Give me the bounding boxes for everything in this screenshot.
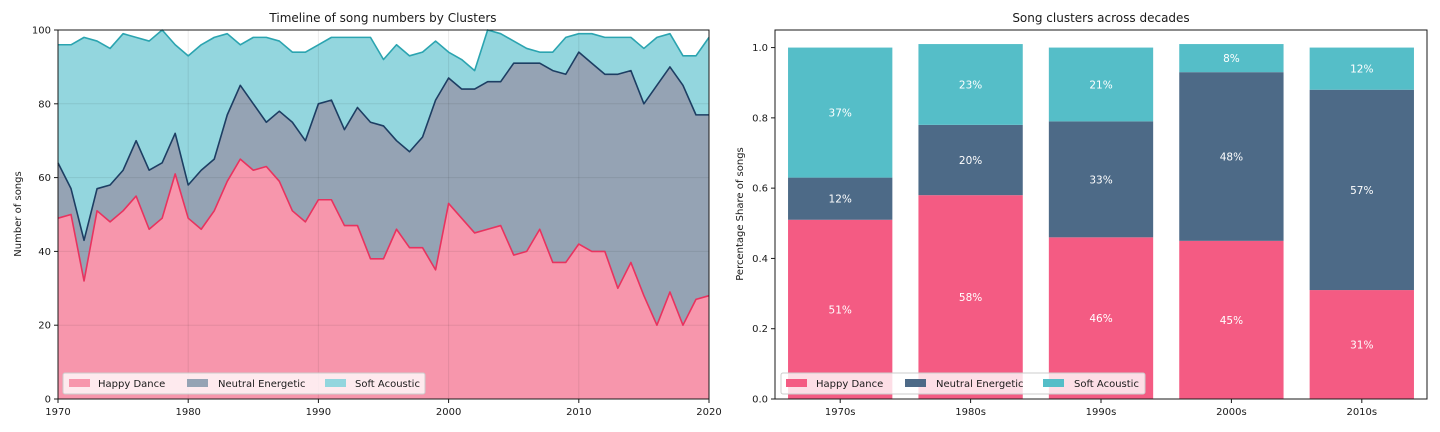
bar-label-neutral-1970s: 12% xyxy=(829,194,852,206)
line-soft xyxy=(58,29,710,72)
right-y-tick-label: 0.6 xyxy=(752,184,768,195)
bar-label-happy-1980s: 58% xyxy=(959,292,982,304)
bar-label-neutral-1990s: 33% xyxy=(1089,174,1112,186)
bar-soft-1990s xyxy=(1048,47,1154,122)
left-y-tick-label: 40 xyxy=(38,247,51,258)
bar-neutral-1990s xyxy=(1048,121,1154,238)
bar-label-happy-1990s: 46% xyxy=(1089,313,1112,325)
bar-label-happy-2000s: 45% xyxy=(1220,315,1243,327)
bar-soft-1980s xyxy=(918,44,1023,125)
bar-happy-2010s xyxy=(1309,290,1414,399)
right-legend-label-neutral: Neutral Energetic xyxy=(936,379,1024,390)
right-plot-area: 51% 12% 37% 58% 20% 23% 46% 33% 21% 45% 48% 8% 31% 57… xyxy=(788,44,1414,399)
bar-neutral-2000s xyxy=(1179,72,1284,241)
right-y-tick-label: 0.0 xyxy=(752,395,768,406)
right-legend-label-soft: Soft Acoustic xyxy=(1074,379,1139,390)
left-plot-area xyxy=(57,29,710,400)
bar-soft-2000s xyxy=(1179,44,1284,73)
right-legend: Happy Dance Neutral Energetic Soft Acous… xyxy=(780,372,1146,395)
right-legend-swatch-soft xyxy=(1043,379,1064,387)
bar-soft-2010s xyxy=(1309,47,1414,90)
bar-label-soft-2010s: 12% xyxy=(1350,64,1373,76)
left-x-tick-label: 2000 xyxy=(436,407,461,418)
left-x-axis: 1970 1980 1990 2000 2010 2020 xyxy=(45,399,722,418)
left-y-tick-label: 60 xyxy=(38,173,51,184)
left-plot-frame xyxy=(57,29,710,400)
right-x-tick-label: 1980s xyxy=(955,407,986,418)
left-legend-swatch-soft xyxy=(325,379,346,387)
bar-neutral-2010s xyxy=(1309,89,1414,291)
right-legend-label-happy: Happy Dance xyxy=(816,379,883,390)
right-legend-swatch-happy xyxy=(786,379,807,387)
left-x-tick-label: 1970 xyxy=(45,407,70,418)
right-x-axis: 1970s 1980s 1990s 2000s 2010s xyxy=(825,399,1377,418)
bar-label-neutral-2010s: 57% xyxy=(1350,185,1373,197)
bar-label-neutral-2000s: 48% xyxy=(1220,152,1243,164)
left-y-tick-label: 80 xyxy=(38,99,51,110)
bar-soft-1970s xyxy=(788,47,893,178)
left-legend-label-soft: Soft Acoustic xyxy=(355,379,420,390)
right-x-tick-label: 1990s xyxy=(1086,407,1117,418)
right-x-tick-label: 2000s xyxy=(1216,407,1247,418)
left-legend-label-neutral: Neutral Energetic xyxy=(218,379,306,390)
right-y-axis: 0.0 0.2 0.4 0.6 0.8 1.0 xyxy=(752,43,775,406)
decade-stacked-bar-chart: Song clusters across decades 51% 12% 37% 58… xyxy=(735,11,1428,418)
bar-label-neutral-1980s: 20% xyxy=(959,155,982,167)
right-y-tick-label: 0.8 xyxy=(752,113,768,124)
bar-label-happy-2010s: 31% xyxy=(1350,340,1373,352)
bar-neutral-1970s xyxy=(788,177,893,220)
right-legend-box xyxy=(780,372,1146,395)
bar-label-soft-1980s: 23% xyxy=(959,79,982,91)
left-y-axis: 0 20 40 60 80 100 xyxy=(32,26,58,406)
left-y-tick-label: 100 xyxy=(32,26,51,37)
left-legend: Happy Dance Neutral Energetic Soft Acous… xyxy=(62,372,426,395)
right-chart-title: Song clusters across decades xyxy=(1012,11,1189,25)
left-legend-label-happy: Happy Dance xyxy=(98,379,165,390)
bar-neutral-1980s xyxy=(918,124,1023,196)
right-x-tick-label: 1970s xyxy=(825,407,856,418)
line-neutral xyxy=(57,51,709,242)
right-y-axis-label: Percentage Share of songs xyxy=(735,147,746,281)
left-y-tick-label: 0 xyxy=(45,395,51,406)
left-y-tick-label: 20 xyxy=(38,321,51,332)
left-legend-box xyxy=(62,372,426,395)
bar-happy-1990s xyxy=(1048,237,1154,399)
bar-label-soft-1970s: 37% xyxy=(829,108,852,120)
right-x-tick-label: 2010s xyxy=(1346,407,1377,418)
right-y-tick-label: 1.0 xyxy=(752,43,768,54)
right-legend-swatch-neutral xyxy=(905,379,926,387)
right-y-tick-label: 0.4 xyxy=(752,254,768,265)
left-legend-swatch-happy xyxy=(69,379,90,387)
left-x-tick-label: 2020 xyxy=(696,407,721,418)
area-happy xyxy=(58,159,709,399)
bar-label-soft-1990s: 21% xyxy=(1089,79,1112,91)
left-x-tick-label: 1990 xyxy=(306,407,331,418)
bar-happy-1980s xyxy=(918,195,1023,399)
bar-happy-2000s xyxy=(1179,240,1284,399)
left-x-tick-label: 2010 xyxy=(566,407,591,418)
timeline-area-chart: Timeline of song numbers by Clusters 0 20… xyxy=(13,11,722,418)
line-happy xyxy=(57,158,710,327)
left-legend-swatch-neutral xyxy=(187,379,208,387)
right-y-tick-label: 0.2 xyxy=(752,324,768,335)
left-chart-title: Timeline of song numbers by Clusters xyxy=(268,11,496,25)
bar-happy-1970s xyxy=(788,219,893,399)
left-x-tick-label: 1980 xyxy=(175,407,200,418)
bar-label-happy-1970s: 51% xyxy=(829,304,852,316)
left-y-axis-label: Number of songs xyxy=(13,171,24,256)
bar-label-soft-2000s: 8% xyxy=(1223,53,1240,65)
